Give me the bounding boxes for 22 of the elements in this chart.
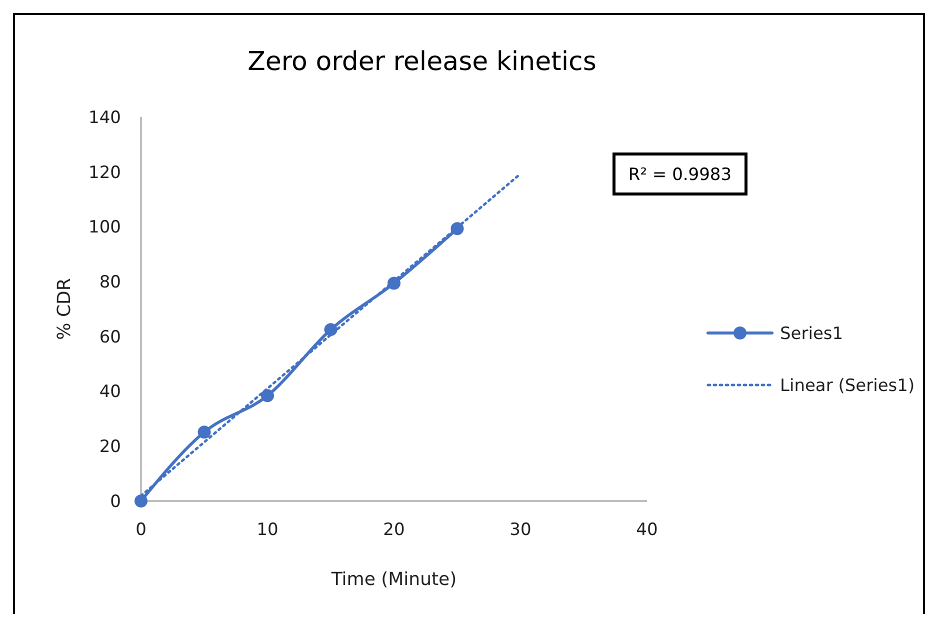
legend-label: Linear (Series1) xyxy=(780,376,915,396)
y-tick-label: 100 xyxy=(88,218,121,238)
y-tick-label: 140 xyxy=(88,108,121,128)
point xyxy=(261,389,274,402)
y-tick-label: 80 xyxy=(99,272,121,293)
x-axis-title: Time (Minute) xyxy=(330,569,457,590)
x-tick-label: 30 xyxy=(510,520,532,540)
y-tick-label: 40 xyxy=(99,382,121,402)
legend-label: Series1 xyxy=(780,324,844,344)
annotation: R² = 0.9983 xyxy=(628,165,732,185)
point xyxy=(134,494,148,508)
y-axis-title: % CDR xyxy=(54,278,75,340)
y-tick-label: 120 xyxy=(88,162,121,183)
y-tick-label: 60 xyxy=(99,327,121,348)
x-tick-label: 20 xyxy=(383,520,405,540)
point xyxy=(198,426,211,439)
x-tick-label: 0 xyxy=(136,520,146,540)
y-tick-label: 20 xyxy=(99,437,121,458)
x-tick-label: 10 xyxy=(256,520,278,540)
chart-title: Zero order release kinetics xyxy=(248,47,596,77)
y-tick-label: 0 xyxy=(110,492,121,512)
x-tick-label: 40 xyxy=(636,520,658,540)
